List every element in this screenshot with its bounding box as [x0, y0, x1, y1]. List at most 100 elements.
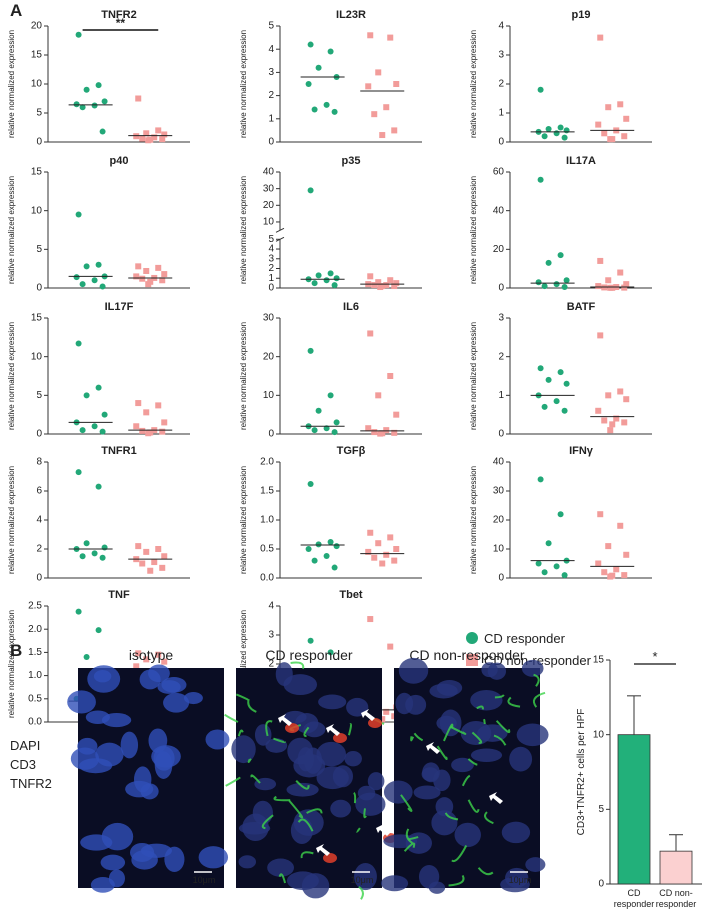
dot — [557, 124, 564, 131]
dot — [605, 104, 612, 111]
y-tick-label: 10 — [263, 217, 275, 228]
cd3-stain — [494, 694, 505, 699]
y-tick-label: 15 — [593, 655, 605, 666]
dot — [617, 388, 624, 395]
cd3-stain — [358, 886, 364, 900]
dot — [133, 133, 140, 140]
cd3-stain — [451, 845, 468, 863]
dot — [607, 427, 614, 434]
y-tick-label: 0 — [498, 429, 504, 440]
cd3-stain — [288, 799, 304, 819]
dot — [311, 557, 318, 564]
nucleus — [163, 692, 190, 713]
dot — [145, 430, 152, 437]
nucleus — [505, 867, 529, 888]
y-tick-label: 1 — [498, 108, 504, 119]
nucleus — [120, 731, 139, 759]
y-tick-label: 2.5 — [28, 601, 42, 612]
dot — [601, 417, 608, 424]
cd3-stain — [471, 731, 483, 744]
cd3-stain — [476, 705, 484, 710]
cd3-stain — [261, 814, 274, 830]
cd3-stain — [224, 713, 239, 723]
scale-bar-label: 10μm — [351, 875, 374, 885]
dot — [83, 392, 90, 399]
y-axis-label: relative normalized expression — [239, 176, 248, 284]
dot — [145, 137, 152, 144]
dot — [331, 429, 338, 436]
dot — [375, 279, 382, 286]
dot — [605, 543, 612, 550]
y-tick-label: 5 — [268, 21, 274, 32]
chart-title: IL17A — [566, 155, 596, 167]
cd3-stain — [347, 723, 352, 736]
dot — [387, 373, 394, 379]
dot — [151, 134, 158, 141]
cd3-stain — [533, 691, 546, 708]
nucleus — [346, 697, 369, 717]
y-tick-label: 0 — [36, 429, 42, 440]
nucleus — [80, 834, 113, 851]
y-axis-label: relative normalized expression — [7, 322, 16, 430]
dot — [557, 511, 564, 518]
dot — [327, 539, 334, 546]
bar — [617, 734, 651, 885]
nucleus — [509, 746, 533, 772]
y-tick-label: 1.5 — [28, 647, 42, 658]
y-tick-label: 1.5 — [260, 486, 274, 497]
y-axis-label: relative normalized expression — [7, 466, 16, 574]
arrow — [316, 844, 330, 856]
dot — [307, 481, 314, 488]
dot — [545, 376, 552, 383]
dot — [135, 263, 142, 270]
dot — [621, 133, 628, 140]
nucleus — [451, 757, 474, 773]
dot — [553, 398, 560, 405]
dot — [83, 263, 90, 270]
dot — [597, 257, 604, 264]
dot — [613, 415, 620, 422]
dot — [95, 627, 102, 634]
dot — [371, 554, 378, 561]
tnfr2-stain — [285, 723, 299, 733]
y-axis-label: relative normalized expression — [469, 466, 478, 574]
y-tick-label: 20 — [493, 244, 505, 255]
nucleus — [254, 777, 277, 791]
cd3-stain — [247, 758, 252, 764]
dot — [333, 419, 340, 426]
y-axis-label: relative normalized expression — [7, 176, 16, 284]
nucleus — [231, 735, 256, 764]
dot — [159, 428, 166, 435]
dot — [143, 409, 150, 416]
nucleus — [205, 729, 230, 750]
y-tick-label: 1.0 — [260, 515, 274, 526]
cd3-stain — [400, 794, 413, 812]
dot — [537, 176, 544, 183]
y-tick-label: 10 — [263, 390, 275, 401]
nucleus — [516, 723, 549, 747]
dot — [135, 95, 142, 102]
dot — [83, 654, 90, 661]
dot — [367, 616, 374, 623]
chart-title: IL17F — [105, 301, 134, 313]
cd3-stain — [297, 818, 314, 832]
dot — [331, 108, 338, 115]
nucleus — [301, 873, 330, 899]
nucleus — [316, 741, 346, 767]
cd3-stain — [235, 693, 249, 701]
dot — [561, 284, 568, 291]
dot — [323, 277, 330, 284]
y-tick-label: 40 — [493, 205, 505, 216]
dot — [383, 551, 390, 558]
dot — [563, 127, 570, 134]
cd3-stain — [355, 827, 361, 833]
y-tick-label: 1 — [268, 273, 274, 284]
dot — [143, 130, 150, 137]
dot — [545, 125, 552, 132]
cd3-stain — [403, 842, 416, 852]
y-tick-label: 30 — [493, 486, 505, 497]
significance: ** — [116, 16, 126, 30]
dot — [133, 423, 140, 430]
stain-label: DAPI — [10, 738, 40, 753]
stain-label: CD3 — [10, 757, 36, 772]
